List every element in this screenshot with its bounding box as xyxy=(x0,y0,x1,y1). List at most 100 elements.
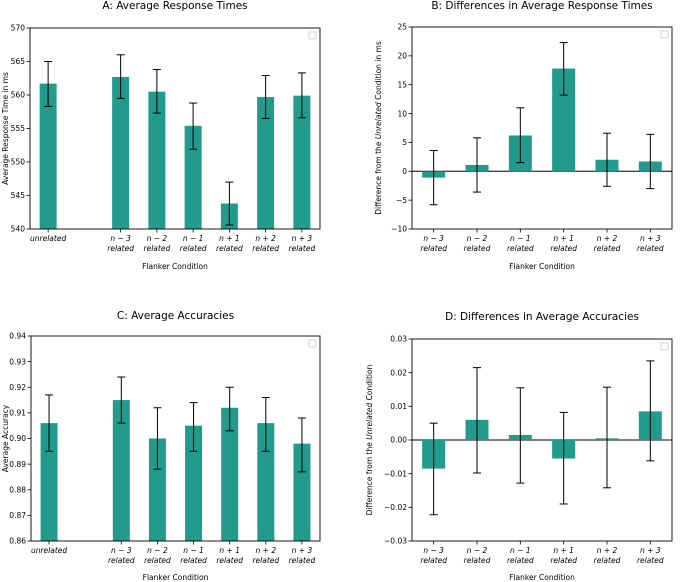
chart-title: B: Differences in Average Response Times xyxy=(431,0,652,12)
x-tick-label: n − 2 xyxy=(147,234,168,243)
legend-box xyxy=(308,31,317,40)
chart-a: A: Average Response Times 540 545 550 555 560… xyxy=(1,0,321,271)
x-tick-label-line2: related xyxy=(507,244,534,253)
y-tick-label: −10 xyxy=(391,225,407,234)
y-tick-label: −5 xyxy=(396,196,407,205)
x-tick-label: n − 3 xyxy=(110,234,131,243)
axes-frame xyxy=(29,27,321,230)
y-tick-label: 555 xyxy=(11,124,26,133)
x-tick-label-line2: related xyxy=(216,244,243,253)
y-tick-label: −0.02 xyxy=(384,503,407,512)
x-axis-label: Flanker Condition xyxy=(142,262,208,271)
x-tick-label: n − 3 xyxy=(423,234,444,243)
x-tick-label-line2: related xyxy=(464,244,491,253)
chart-title: C: Average Accuracies xyxy=(117,310,234,322)
chart-d: D: Differences in Average Accuracies −0.0… xyxy=(365,311,673,582)
y-tick-label: 0.03 xyxy=(390,335,407,344)
y-tick-label: 0.87 xyxy=(9,511,26,520)
chart-title: A: Average Response Times xyxy=(102,0,247,12)
x-tick-label-line2: related xyxy=(637,556,664,565)
y-tick-label: 550 xyxy=(11,158,26,167)
x-tick-label: n − 1 xyxy=(510,234,531,243)
y-axis-label-part: Difference from the xyxy=(374,139,383,215)
y-tick-label: 565 xyxy=(11,57,26,66)
bar xyxy=(293,443,311,541)
x-tick-label-line2: related xyxy=(464,556,491,565)
x-tick-label-line2: related xyxy=(420,244,447,253)
x-tick-label-line2: related xyxy=(289,556,316,565)
x-tick-label-line2: related xyxy=(107,244,134,253)
x-tick-label: n + 1 xyxy=(553,546,574,555)
bar xyxy=(184,125,202,229)
y-axis-label: Difference from the Unrelated Condition xyxy=(365,364,374,515)
y-tick-label: 560 xyxy=(11,91,26,100)
y-tick-label: 0.91 xyxy=(9,409,26,418)
x-tick-label: n − 3 xyxy=(111,546,132,555)
x-tick-label: n − 2 xyxy=(467,546,488,555)
legend-box xyxy=(660,30,669,39)
x-tick-label-line2: related xyxy=(108,556,135,565)
y-tick-label: 20 xyxy=(397,52,407,61)
bar xyxy=(257,97,275,229)
x-axis-label: Flanker Condition xyxy=(509,573,575,582)
chart-c: C: Average Accuracies 0.86 0.87 0.88 0.89 0.9… xyxy=(1,310,321,582)
x-tick-label: n − 1 xyxy=(183,546,204,555)
x-tick-label-line2: related xyxy=(252,244,279,253)
x-tick-label: unrelated xyxy=(30,234,66,243)
y-tick-label: 0.00 xyxy=(390,436,407,445)
x-tick-label-line2: related xyxy=(420,556,447,565)
x-tick-label-line2: related xyxy=(144,244,171,253)
y-tick-label: 0.89 xyxy=(9,460,26,469)
y-tick-label: −0.01 xyxy=(384,469,407,478)
x-tick-label: n − 2 xyxy=(467,234,488,243)
y-tick-label: 10 xyxy=(397,109,407,118)
bar xyxy=(257,423,275,541)
y-axis-label-part: Condition xyxy=(365,364,374,402)
y-tick-label: 545 xyxy=(11,191,26,200)
x-tick-label-line2: related xyxy=(216,556,243,565)
x-tick-label: n − 1 xyxy=(183,234,204,243)
bar xyxy=(39,83,57,229)
x-tick-label: n + 1 xyxy=(219,234,240,243)
y-axis-label: Difference from the Unrelated Condition … xyxy=(374,41,383,215)
bar xyxy=(552,68,576,172)
x-tick-label: n + 2 xyxy=(597,234,618,243)
x-tick-label-line2: related xyxy=(180,556,207,565)
x-tick-label: n + 2 xyxy=(597,546,618,555)
bar xyxy=(185,425,203,541)
x-tick-label: n − 2 xyxy=(147,546,168,555)
axes-frame xyxy=(411,26,673,230)
x-tick-label: n + 1 xyxy=(219,546,240,555)
bar xyxy=(112,76,130,229)
y-tick-label: 0 xyxy=(402,167,407,176)
y-tick-label: 0.94 xyxy=(9,332,26,341)
legend-box xyxy=(660,342,669,351)
x-tick-label-line2: related xyxy=(550,244,577,253)
y-tick-label: 25 xyxy=(397,23,407,32)
x-tick-label-line2: related xyxy=(507,556,534,565)
x-tick-label-line2: related xyxy=(289,244,316,253)
bar xyxy=(40,423,58,541)
x-tick-label: n + 3 xyxy=(292,546,313,555)
x-tick-label-line2: related xyxy=(144,556,171,565)
x-tick-label: n + 3 xyxy=(640,234,661,243)
y-tick-label: 0.88 xyxy=(9,485,26,494)
x-axis-label: Flanker Condition xyxy=(143,573,209,582)
chart-title: D: Differences in Average Accuracies xyxy=(445,311,639,323)
bar xyxy=(148,91,166,230)
bar xyxy=(148,438,166,541)
bar xyxy=(221,407,239,541)
y-tick-label: 0.01 xyxy=(390,402,407,411)
x-tick-label: n + 1 xyxy=(553,234,574,243)
y-tick-label: 540 xyxy=(11,225,26,234)
y-tick-label: 0.02 xyxy=(390,368,407,377)
x-tick-label: n + 2 xyxy=(255,234,276,243)
axes-frame xyxy=(30,335,321,542)
y-tick-label: 0.86 xyxy=(9,537,26,546)
x-tick-label: n − 1 xyxy=(510,546,531,555)
x-tick-label-line2: related xyxy=(594,244,621,253)
x-tick-label-line2: related xyxy=(550,556,577,565)
axes-frame xyxy=(411,338,673,542)
y-axis-label: Average Accuracy xyxy=(1,404,10,472)
